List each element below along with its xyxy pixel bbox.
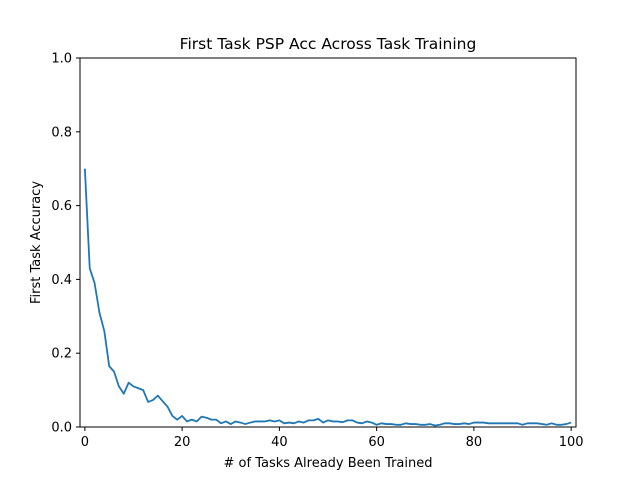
x-tick-label: 100 xyxy=(559,435,584,450)
y-axis-ticks: 0.0 0.2 0.4 0.6 0.8 1.0 xyxy=(51,52,80,436)
y-tick-label: 0.8 xyxy=(51,125,72,140)
y-axis-label: First Task Accuracy xyxy=(29,181,44,304)
y-tick-label: 0.6 xyxy=(51,199,72,214)
y-tick-label: 0.0 xyxy=(51,421,72,436)
y-tick-label: 0.4 xyxy=(51,273,72,288)
x-tick-label: 60 xyxy=(368,435,385,450)
plot-frame xyxy=(79,57,577,428)
x-axis-label: # of Tasks Already Been Trained xyxy=(224,456,433,471)
plot-line-group xyxy=(83,168,572,427)
x-tick-label: 0 xyxy=(81,435,89,450)
x-tick-label: 40 xyxy=(271,435,288,450)
y-tick-label: 1.0 xyxy=(51,52,72,67)
x-axis-ticks: 0 20 40 60 80 100 xyxy=(81,427,584,450)
y-tick-label: 0.2 xyxy=(51,347,72,362)
series-line-0 xyxy=(83,168,572,427)
x-tick-label: 80 xyxy=(466,435,483,450)
x-tick-label: 20 xyxy=(174,435,191,450)
chart-title: First Task PSP Acc Across Task Training xyxy=(180,35,477,53)
